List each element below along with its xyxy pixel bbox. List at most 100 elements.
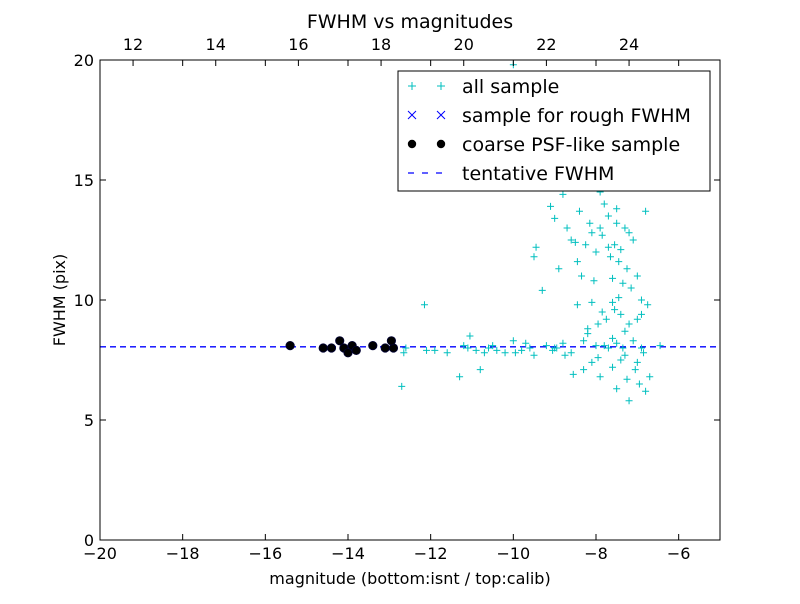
all-sample-point	[596, 224, 604, 232]
legend-label-psf-like: coarse PSF-like sample	[462, 134, 680, 156]
all-sample-point	[625, 229, 633, 237]
psf-like-point	[343, 348, 353, 358]
all-sample-point	[398, 382, 406, 390]
psf-like-point	[380, 343, 390, 353]
all-sample-point	[609, 363, 617, 371]
all-sample-point	[555, 265, 563, 273]
all-sample-point	[563, 224, 571, 232]
all-sample-point	[584, 330, 592, 338]
psf-like-point	[335, 336, 345, 346]
all-sample-point	[588, 298, 596, 306]
all-sample-point	[551, 344, 559, 352]
all-sample-point	[606, 253, 614, 261]
all-sample-point	[592, 248, 600, 256]
all-sample-point	[640, 349, 648, 357]
all-sample-point	[644, 301, 652, 309]
all-sample-point	[629, 337, 637, 345]
top-axis-tick-label: 12	[123, 35, 143, 54]
all-sample-point	[580, 366, 588, 374]
all-sample-point	[594, 354, 602, 362]
all-sample-point	[625, 397, 633, 405]
all-sample-point	[578, 272, 586, 280]
legend-plus-marker	[437, 82, 445, 90]
legend-x-marker	[436, 110, 446, 120]
all-sample-point	[456, 373, 464, 381]
x-tick-label: −14	[331, 544, 365, 563]
all-sample-point	[472, 346, 480, 354]
all-sample-point	[635, 380, 643, 388]
x-tick-label: −6	[667, 544, 691, 563]
psf-like-point	[368, 340, 378, 351]
y-tick-label: 5	[84, 411, 94, 430]
all-sample-point	[646, 373, 654, 381]
y-tick-label: 0	[84, 531, 94, 550]
all-sample-point	[551, 214, 559, 222]
all-sample-point	[443, 349, 451, 357]
all-sample-point	[604, 212, 612, 220]
all-sample-point	[631, 366, 639, 374]
all-sample-point	[617, 246, 625, 254]
chart-title: FWHM vs magnitudes	[307, 11, 513, 33]
all-sample-point	[493, 346, 501, 354]
all-sample-point	[609, 334, 617, 342]
legend-dot-marker	[436, 139, 446, 149]
all-sample-point	[637, 310, 645, 318]
legend-symbols	[407, 82, 446, 174]
psf-like-point	[318, 343, 328, 353]
all-sample-point	[656, 342, 664, 350]
all-sample-point	[480, 349, 488, 357]
all-sample-point	[617, 310, 625, 318]
psf-like-point	[326, 343, 337, 353]
all-sample-point	[559, 190, 567, 198]
x-tick-label: −10	[496, 544, 530, 563]
all-sample-point	[633, 315, 641, 323]
all-sample-point	[561, 351, 569, 359]
all-sample-point	[571, 238, 579, 246]
all-sample-point	[621, 224, 629, 232]
all-sample-point	[485, 344, 493, 352]
all-sample-point	[600, 200, 608, 208]
x-tick-label: −8	[584, 544, 608, 563]
top-axis-tick-label: 14	[206, 35, 226, 54]
all-sample-point	[613, 205, 621, 213]
top-axis-tick-label: 22	[536, 35, 556, 54]
all-sample-point	[431, 346, 439, 354]
x-tick-label: −12	[414, 544, 448, 563]
all-sample-point	[567, 349, 575, 357]
all-sample-point	[586, 219, 594, 227]
top-axis-tick-label: 18	[371, 35, 391, 54]
legend-x-marker	[407, 110, 417, 120]
all-sample-point	[423, 346, 431, 354]
all-sample-point	[619, 279, 627, 287]
all-sample-point	[623, 375, 631, 383]
all-sample-point	[627, 284, 635, 292]
all-sample-point	[611, 241, 619, 249]
all-sample-point	[604, 243, 612, 251]
all-sample-point	[633, 358, 641, 366]
x-tick-label: −16	[248, 544, 282, 563]
all-sample-point	[567, 236, 575, 244]
all-sample-point	[460, 342, 468, 350]
all-sample-point	[602, 315, 610, 323]
all-sample-point	[642, 207, 650, 215]
all-sample-point	[559, 339, 567, 347]
all-sample-point	[501, 349, 509, 357]
all-sample-point	[588, 229, 596, 237]
legend: all sample sample for rough FWHM coarse …	[397, 70, 711, 192]
all-sample-point	[637, 344, 645, 352]
y-tick-label: 10	[74, 291, 94, 310]
all-sample-point	[464, 344, 472, 352]
all-sample-point	[538, 286, 546, 294]
all-sample-point	[609, 298, 617, 306]
all-sample-point	[611, 306, 619, 314]
all-sample-point	[573, 258, 581, 266]
all-sample-point	[615, 258, 623, 266]
all-sample-point	[613, 385, 621, 393]
all-sample-point	[518, 346, 526, 354]
all-sample-point	[476, 366, 484, 374]
x-tick-label: −18	[166, 544, 200, 563]
all-sample-point	[625, 320, 633, 328]
plot-marks	[100, 61, 720, 405]
all-sample-point	[400, 349, 408, 357]
